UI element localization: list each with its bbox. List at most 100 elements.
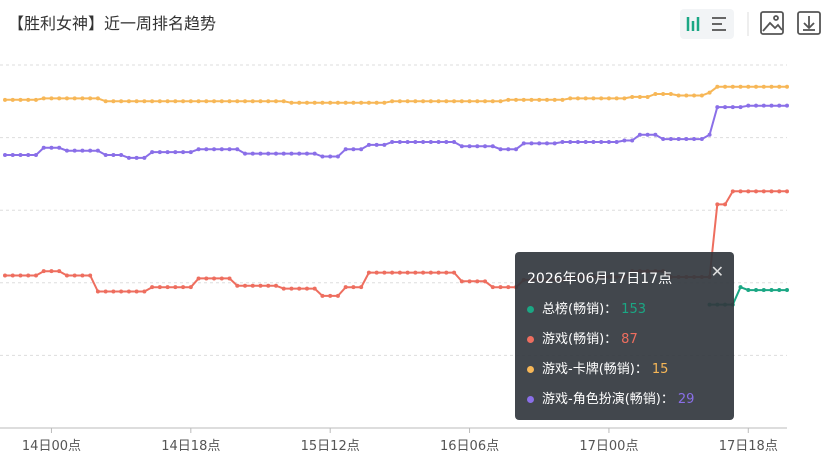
point [273, 283, 278, 288]
point [188, 150, 193, 155]
point [754, 103, 759, 108]
point [320, 293, 325, 298]
point [746, 103, 751, 108]
point [18, 97, 23, 102]
toggle-bg[interactable] [680, 9, 734, 39]
point [428, 99, 433, 104]
point [730, 84, 735, 89]
point [506, 97, 511, 102]
point [88, 96, 93, 101]
point [328, 154, 333, 159]
point [219, 147, 224, 152]
point [413, 270, 418, 275]
point [312, 151, 317, 156]
point [769, 103, 774, 108]
tooltip-row: 游戏-卡牌(畅销)15 [527, 358, 668, 377]
tooltip-value: 15 [651, 362, 669, 377]
legend-dot [527, 306, 534, 313]
point [692, 93, 697, 98]
point [188, 285, 193, 290]
point [428, 270, 433, 275]
x-tick-label: 14日00点 [22, 439, 81, 454]
point [72, 96, 77, 101]
point [335, 154, 340, 159]
point [661, 137, 666, 142]
point [366, 142, 371, 147]
point [544, 97, 549, 102]
tooltip-value: 153 [621, 302, 646, 317]
point [235, 99, 240, 104]
point [467, 99, 472, 104]
list-icon[interactable] [712, 17, 726, 31]
point [490, 144, 495, 149]
point [397, 139, 402, 144]
point [204, 99, 209, 104]
point [258, 99, 263, 104]
point [80, 148, 85, 153]
point [80, 273, 85, 278]
point [699, 93, 704, 98]
point [173, 285, 178, 290]
point [366, 100, 371, 105]
point [250, 99, 255, 104]
point [266, 151, 271, 156]
point [521, 97, 526, 102]
point [692, 137, 697, 142]
point [785, 103, 789, 108]
point [243, 283, 248, 288]
point [405, 99, 410, 104]
point [126, 99, 131, 104]
point [777, 189, 782, 194]
point [88, 148, 93, 153]
point [738, 105, 743, 110]
point [668, 137, 673, 142]
point [312, 286, 317, 291]
point [467, 144, 472, 149]
tooltip-value: 29 [677, 392, 695, 407]
point [475, 99, 480, 104]
point [645, 94, 650, 99]
point [72, 148, 77, 153]
point [552, 97, 557, 102]
point [126, 155, 131, 160]
point [88, 273, 93, 278]
point [142, 155, 147, 160]
point [483, 99, 488, 104]
point [390, 139, 395, 144]
point [444, 139, 449, 144]
point [134, 155, 139, 160]
tooltip-row: 游戏-角色扮演(畅销)29 [527, 388, 694, 407]
point [591, 139, 596, 144]
point [374, 142, 379, 147]
bar-icon[interactable] [686, 17, 700, 31]
point [351, 285, 356, 290]
point [351, 100, 356, 105]
point [436, 139, 441, 144]
download-icon[interactable] [797, 11, 821, 35]
tooltip-close[interactable]: ✕ [710, 262, 724, 281]
point [204, 147, 209, 152]
point [428, 139, 433, 144]
point [738, 84, 743, 89]
point [606, 96, 611, 101]
point [653, 92, 658, 97]
point [212, 276, 217, 281]
point [219, 276, 224, 281]
image-icon[interactable] [760, 11, 784, 35]
point [196, 147, 201, 152]
point [537, 97, 542, 102]
point [436, 99, 441, 104]
tooltip-row: 总榜(畅销) 153 [527, 298, 646, 317]
point [64, 96, 69, 101]
point [103, 289, 108, 294]
point [297, 151, 302, 156]
point [157, 150, 162, 155]
point [57, 145, 62, 150]
point [699, 137, 704, 142]
toolbar [680, 9, 821, 39]
point [328, 293, 333, 298]
point [204, 276, 209, 281]
point [212, 147, 217, 152]
point [335, 293, 340, 298]
point [413, 99, 418, 104]
